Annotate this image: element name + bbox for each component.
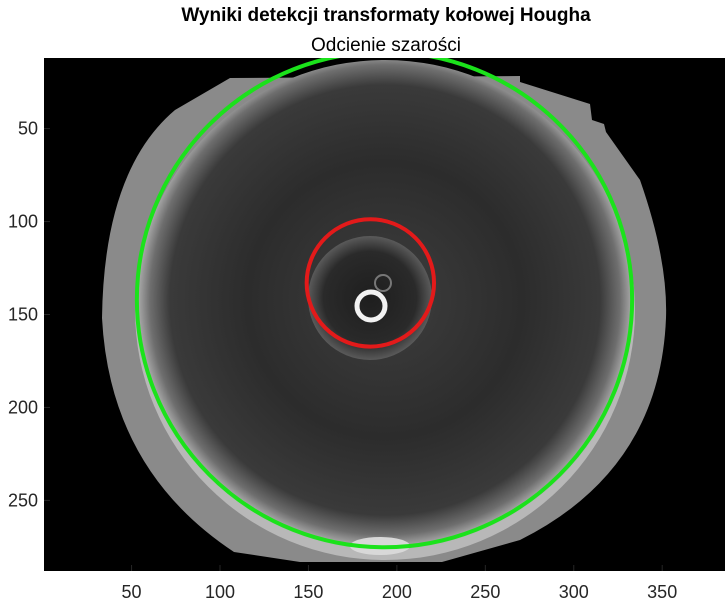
x-tick-label: 50 [122, 582, 142, 602]
detected-circle-outer [134, 58, 635, 550]
axes [44, 58, 725, 571]
y-tick-label: 100 [8, 212, 38, 232]
figure-subtitle: Odcienie szarości [311, 35, 461, 56]
x-axis: 50 100 150 200 250 300 350 [122, 565, 677, 602]
y-tick-label: 200 [8, 397, 38, 417]
y-axis: 50 100 150 200 250 [8, 119, 50, 510]
figure-title: Wyniki detekcji transformaty kołowej Hou… [181, 5, 591, 26]
detected-circle-inner [304, 217, 437, 349]
x-tick-label: 300 [559, 582, 589, 602]
x-tick-label: 350 [647, 582, 677, 602]
y-tick-label: 250 [8, 490, 38, 510]
x-tick-label: 250 [470, 582, 500, 602]
pupil-region [308, 236, 432, 360]
x-tick-label: 100 [205, 582, 235, 602]
detected-circles-layer [134, 58, 635, 550]
faint-reflection [374, 274, 392, 292]
x-tick-label: 150 [293, 582, 323, 602]
y-tick-label: 150 [8, 305, 38, 325]
light-reflection [354, 289, 388, 323]
x-tick-label: 200 [382, 582, 412, 602]
y-tick-label: 50 [18, 119, 38, 139]
